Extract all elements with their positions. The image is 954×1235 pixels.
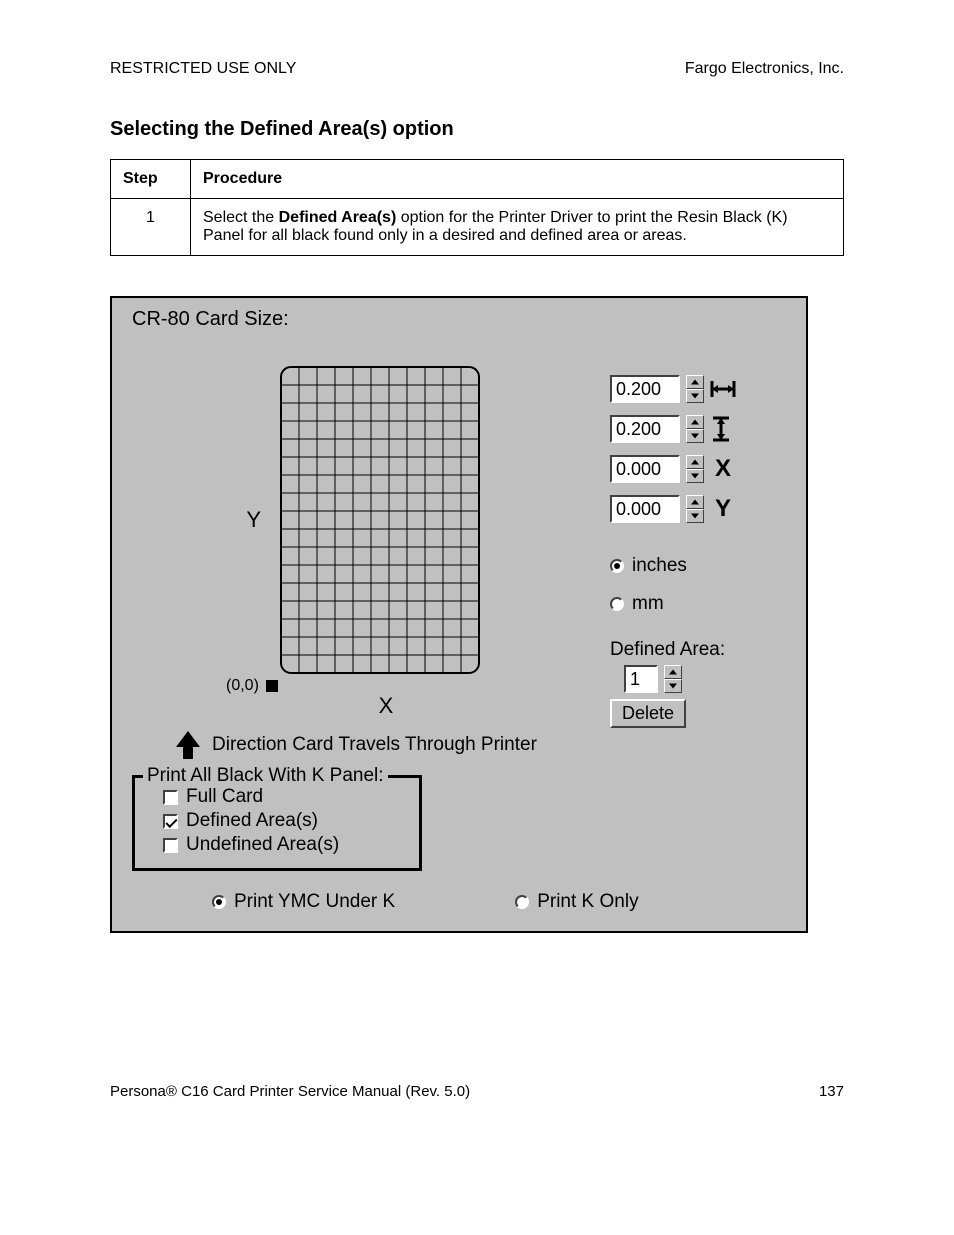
defined-area-stepper[interactable] bbox=[664, 665, 682, 693]
axis-x-label: X bbox=[190, 693, 582, 719]
defined-area-input[interactable]: 1 bbox=[624, 665, 658, 693]
units-mm-radio[interactable]: mm bbox=[610, 593, 736, 615]
defined-area-check-label: Defined Area(s) bbox=[186, 810, 318, 832]
height-stepper[interactable] bbox=[686, 415, 704, 443]
running-footer: Persona® C16 Card Printer Service Manual… bbox=[110, 1083, 844, 1100]
origin-label: (0,0) bbox=[226, 677, 259, 695]
k-panel-groupbox: Print All Black With K Panel: Full Card … bbox=[132, 775, 422, 871]
dialog-title: CR-80 Card Size: bbox=[132, 308, 792, 331]
card-grid bbox=[279, 365, 481, 675]
check-indicator bbox=[163, 790, 178, 805]
width-input[interactable]: 0.200 bbox=[610, 375, 680, 403]
x-stepper[interactable] bbox=[686, 455, 704, 483]
y-input[interactable]: 0.000 bbox=[610, 495, 680, 523]
width-spinner[interactable]: 0.200 bbox=[610, 375, 736, 403]
y-stepper[interactable] bbox=[686, 495, 704, 523]
card-preview: Y (0,0) X Direction Card Travels Through… bbox=[132, 337, 582, 761]
full-card-checkbox[interactable]: Full Card bbox=[163, 786, 405, 808]
origin-marker-icon bbox=[265, 679, 279, 693]
up-arrow-icon bbox=[174, 729, 202, 761]
spin-down-icon[interactable] bbox=[664, 679, 682, 693]
defined-area-checkbox[interactable]: Defined Area(s) bbox=[163, 810, 405, 832]
radio-indicator bbox=[610, 559, 624, 573]
procedure-table: Step Procedure 1 Select the Defined Area… bbox=[110, 159, 844, 256]
height-spinner[interactable]: 0.200 bbox=[610, 415, 736, 443]
print-ymc-radio[interactable]: Print YMC Under K bbox=[212, 891, 395, 913]
radio-indicator bbox=[610, 597, 624, 611]
height-input[interactable]: 0.200 bbox=[610, 415, 680, 443]
spin-down-icon[interactable] bbox=[686, 389, 704, 403]
defined-area-label: Defined Area: bbox=[610, 639, 736, 661]
col-step: Step bbox=[111, 160, 191, 199]
proc-text-pre: Select the bbox=[203, 209, 279, 226]
full-card-label: Full Card bbox=[186, 786, 263, 808]
check-indicator bbox=[163, 814, 178, 829]
y-icon: Y bbox=[710, 495, 736, 523]
header-right: Fargo Electronics, Inc. bbox=[685, 60, 844, 78]
registered-mark: ® bbox=[166, 1083, 177, 1100]
procedure-cell: Select the Defined Area(s) option for th… bbox=[191, 199, 844, 256]
footer-left: Persona® C16 Card Printer Service Manual… bbox=[110, 1083, 470, 1100]
running-header: RESTRICTED USE ONLY Fargo Electronics, I… bbox=[110, 60, 844, 78]
width-icon bbox=[710, 378, 736, 400]
spin-up-icon[interactable] bbox=[686, 375, 704, 389]
y-spinner[interactable]: 0.000 Y bbox=[610, 495, 736, 523]
footer-prefix: Persona bbox=[110, 1083, 166, 1100]
footer-suffix: C16 Card Printer Service Manual (Rev. 5.… bbox=[177, 1083, 470, 1100]
units-inches-radio[interactable]: inches bbox=[610, 555, 736, 577]
print-mode-radios: Print YMC Under K Print K Only bbox=[212, 889, 792, 915]
defined-area-spinner[interactable]: 1 bbox=[624, 665, 736, 693]
spin-up-icon[interactable] bbox=[686, 455, 704, 469]
x-spinner[interactable]: 0.000 X bbox=[610, 455, 736, 483]
width-stepper[interactable] bbox=[686, 375, 704, 403]
units-mm-label: mm bbox=[632, 593, 664, 615]
x-icon: X bbox=[710, 455, 736, 483]
undefined-area-checkbox[interactable]: Undefined Area(s) bbox=[163, 834, 405, 856]
page-title: Selecting the Defined Area(s) option bbox=[110, 118, 844, 141]
table-row: 1 Select the Defined Area(s) option for … bbox=[111, 199, 844, 256]
spin-down-icon[interactable] bbox=[686, 509, 704, 523]
step-number: 1 bbox=[111, 199, 191, 256]
groupbox-title: Print All Black With K Panel: bbox=[143, 765, 388, 787]
spin-up-icon[interactable] bbox=[686, 495, 704, 509]
axis-y-label: Y bbox=[233, 507, 261, 533]
print-ymc-label: Print YMC Under K bbox=[234, 891, 395, 913]
page-number: 137 bbox=[819, 1083, 844, 1100]
dimension-controls: 0.200 0.200 bbox=[610, 337, 736, 728]
direction-label: Direction Card Travels Through Printer bbox=[212, 734, 537, 756]
col-procedure: Procedure bbox=[191, 160, 844, 199]
check-indicator bbox=[163, 838, 178, 853]
print-k-only-label: Print K Only bbox=[537, 891, 638, 913]
header-left: RESTRICTED USE ONLY bbox=[110, 60, 296, 78]
spin-up-icon[interactable] bbox=[664, 665, 682, 679]
units-inches-label: inches bbox=[632, 555, 687, 577]
defined-area-block: Defined Area: 1 Delete bbox=[610, 639, 736, 728]
spin-down-icon[interactable] bbox=[686, 429, 704, 443]
height-icon bbox=[710, 416, 732, 442]
spin-up-icon[interactable] bbox=[686, 415, 704, 429]
card-size-dialog: CR-80 Card Size: Y (0,0) X bbox=[110, 296, 808, 933]
proc-text-bold: Defined Area(s) bbox=[279, 209, 397, 226]
print-k-only-radio[interactable]: Print K Only bbox=[515, 891, 638, 913]
radio-indicator bbox=[212, 895, 226, 909]
spin-down-icon[interactable] bbox=[686, 469, 704, 483]
radio-indicator bbox=[515, 895, 529, 909]
x-input[interactable]: 0.000 bbox=[610, 455, 680, 483]
delete-button[interactable]: Delete bbox=[610, 699, 686, 728]
undefined-area-label: Undefined Area(s) bbox=[186, 834, 339, 856]
